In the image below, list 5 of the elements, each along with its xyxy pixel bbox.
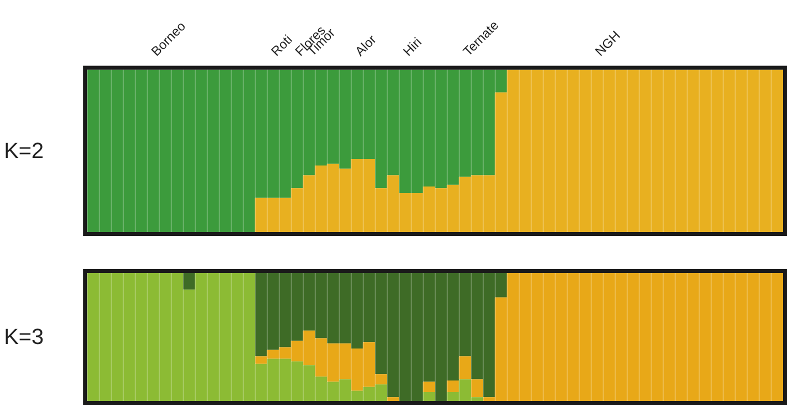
y-axis-title: K=2 <box>4 138 45 164</box>
x-tick-label: Roti <box>268 32 296 59</box>
y-axis-title: K=3 <box>4 324 45 350</box>
x-tick-label: Alor <box>352 31 380 59</box>
x-tick-label: Hiri <box>400 34 425 59</box>
